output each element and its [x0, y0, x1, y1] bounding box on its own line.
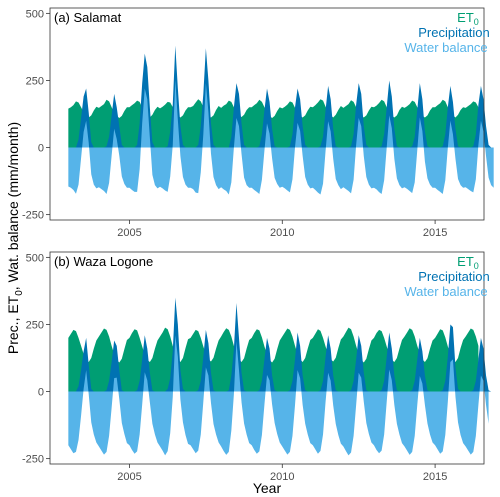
- plot-frame: [49, 7, 485, 221]
- y-axis-label-subscript: 0: [14, 290, 25, 296]
- x-tick-label: 2015: [423, 471, 447, 483]
- legend-entry: Precipitation: [418, 269, 490, 284]
- x-tick-label: 2005: [117, 227, 141, 239]
- y-tick-label: -250: [22, 454, 44, 466]
- x-tick-label: 2005: [117, 471, 141, 483]
- series-area-water-balance: [68, 335, 489, 456]
- y-tick-label: 500: [26, 252, 44, 264]
- panel-salamat: -250 0 250 500 2005 2010 2015 (a) Salamat ET0Pre…: [22, 7, 494, 239]
- panel-title-waza-logone: (b) Waza Logone: [54, 254, 153, 269]
- y-axis-label-main: Prec., ET: [5, 295, 21, 354]
- legend-entry: ET0: [457, 254, 479, 271]
- y-axis-label-rest: , Wat. balance (mm/month): [5, 122, 21, 290]
- x-tick-label: 2010: [270, 471, 294, 483]
- y-tick-label: 250: [26, 319, 44, 331]
- y-tick-label: 500: [26, 8, 44, 20]
- y-tick-label: 250: [26, 75, 44, 87]
- legend-entry: Water balance: [404, 40, 487, 55]
- x-axis-label: Year: [253, 480, 282, 496]
- y-tick-label: -250: [22, 210, 44, 222]
- panel-waza-logone: -250 0 250 500 2005 2010 2015 (b) Waza Logone ET…: [22, 251, 494, 483]
- legend-entry: ET0: [457, 10, 479, 27]
- y-tick-label: 0: [38, 387, 44, 399]
- legend-entry: Precipitation: [418, 25, 490, 40]
- panel-title-salamat: (a) Salamat: [54, 10, 122, 25]
- legend-entry: Water balance: [404, 284, 487, 299]
- x-tick-label: 2015: [423, 227, 447, 239]
- series-area-water-balance: [68, 79, 494, 195]
- x-tick-label: 2010: [270, 227, 294, 239]
- y-axis-label: Prec., ET0, Wat. balance (mm/month): [5, 122, 25, 354]
- y-tick-label: 0: [38, 143, 44, 155]
- plot-frame: [49, 251, 485, 465]
